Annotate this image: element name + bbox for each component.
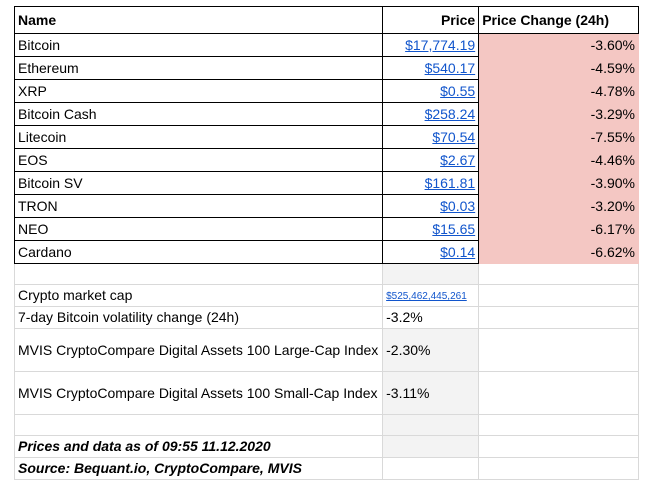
empty-row [13, 414, 639, 436]
empty-cell[interactable] [478, 414, 639, 436]
table-row: Cardano $0.14 -6.62% [13, 240, 639, 264]
coin-change-cell[interactable]: -3.90% [478, 171, 639, 195]
coin-change-cell[interactable]: -6.62% [478, 240, 639, 264]
coin-price-link[interactable]: $258.24 [424, 105, 476, 122]
empty-cell[interactable] [13, 414, 384, 436]
empty-cell[interactable] [478, 457, 639, 480]
coin-price-cell[interactable]: $2.67 [382, 148, 480, 172]
coin-price-link[interactable]: $540.17 [424, 59, 476, 76]
coin-price-link[interactable]: $2.67 [440, 151, 476, 168]
coin-name-cell[interactable]: NEO [13, 217, 384, 241]
volatility-label[interactable]: 7-day Bitcoin volatility change (24h) [13, 306, 384, 329]
table-row: EOS $2.67 -4.46% [13, 148, 639, 172]
small-cap-label[interactable]: MVIS CryptoCompare Digital Assets 100 Sm… [13, 371, 384, 415]
coin-name-cell[interactable]: TRON [13, 194, 384, 218]
header-row: Name Price Price Change (24h) [13, 6, 639, 34]
market-cap-label[interactable]: Crypto market cap [13, 284, 384, 307]
coin-change-cell[interactable]: -3.60% [478, 33, 639, 57]
empty-cell[interactable] [478, 306, 639, 329]
empty-cell[interactable] [478, 371, 639, 415]
coin-price-link[interactable]: $0.14 [440, 243, 476, 260]
coin-name-cell[interactable]: XRP [13, 79, 384, 103]
empty-cell[interactable] [13, 263, 384, 285]
volatility-value[interactable]: -3.2% [382, 306, 480, 329]
coin-price-link[interactable]: $161.81 [424, 174, 476, 191]
coin-change-cell[interactable]: -4.46% [478, 148, 639, 172]
coin-change-cell[interactable]: -4.59% [478, 56, 639, 80]
source-row: Source: Bequant.io, CryptoCompare, MVIS [13, 457, 639, 480]
coin-name-cell[interactable]: EOS [13, 148, 384, 172]
coin-name-cell[interactable]: Ethereum [13, 56, 384, 80]
coin-price-cell[interactable]: $161.81 [382, 171, 480, 195]
empty-cell[interactable] [382, 457, 480, 480]
header-name[interactable]: Name [13, 6, 384, 34]
coin-price-cell[interactable]: $540.17 [382, 56, 480, 80]
coin-name-cell[interactable]: Litecoin [13, 125, 384, 149]
small-cap-row: MVIS CryptoCompare Digital Assets 100 Sm… [13, 371, 639, 415]
volatility-row: 7-day Bitcoin volatility change (24h) -3… [13, 306, 639, 329]
empty-cell[interactable] [478, 263, 639, 285]
empty-cell[interactable] [478, 284, 639, 307]
coin-price-cell[interactable]: $0.14 [382, 240, 480, 264]
coin-change-cell[interactable]: -4.78% [478, 79, 639, 103]
header-price[interactable]: Price [382, 6, 480, 34]
small-cap-value[interactable]: -3.11% [382, 371, 480, 415]
market-cap-row: Crypto market cap $525,462,445,261 [13, 284, 639, 307]
coin-price-cell[interactable]: $258.24 [382, 102, 480, 126]
coin-price-cell[interactable]: $0.03 [382, 194, 480, 218]
table-row: NEO $15.65 -6.17% [13, 217, 639, 241]
coin-change-cell[interactable]: -3.29% [478, 102, 639, 126]
coin-price-cell[interactable]: $70.54 [382, 125, 480, 149]
coin-price-link[interactable]: $0.03 [440, 197, 476, 214]
coin-price-cell[interactable]: $0.55 [382, 79, 480, 103]
coin-name-cell[interactable]: Bitcoin SV [13, 171, 384, 195]
coin-price-cell[interactable]: $17,774.19 [382, 33, 480, 57]
table-row: Ethereum $540.17 -4.59% [13, 56, 639, 80]
empty-cell[interactable] [382, 435, 480, 458]
empty-cell[interactable] [478, 435, 639, 458]
source-note[interactable]: Source: Bequant.io, CryptoCompare, MVIS [13, 457, 384, 480]
coin-change-cell[interactable]: -3.20% [478, 194, 639, 218]
table-row: TRON $0.03 -3.20% [13, 194, 639, 218]
coin-name-cell[interactable]: Cardano [13, 240, 384, 264]
table-row: Litecoin $70.54 -7.55% [13, 125, 639, 149]
header-change[interactable]: Price Change (24h) [478, 6, 639, 34]
large-cap-row: MVIS CryptoCompare Digital Assets 100 La… [13, 328, 639, 372]
coin-change-cell[interactable]: -7.55% [478, 125, 639, 149]
large-cap-value[interactable]: -2.30% [382, 328, 480, 372]
empty-cell[interactable] [478, 328, 639, 372]
empty-row [13, 263, 639, 285]
as-of-note[interactable]: Prices and data as of 09:55 11.12.2020 [13, 435, 384, 458]
coin-price-link[interactable]: $0.55 [440, 82, 476, 99]
coin-change-cell[interactable]: -6.17% [478, 217, 639, 241]
empty-cell[interactable] [382, 263, 480, 285]
table-row: Bitcoin $17,774.19 -3.60% [13, 33, 639, 57]
coin-name-cell[interactable]: Bitcoin Cash [13, 102, 384, 126]
market-cap-link[interactable]: $525,462,445,261 [386, 291, 467, 302]
coin-name-cell[interactable]: Bitcoin [13, 33, 384, 57]
empty-cell[interactable] [382, 414, 480, 436]
coin-price-link[interactable]: $17,774.19 [405, 36, 476, 53]
market-cap-cell[interactable]: $525,462,445,261 [382, 284, 480, 307]
coin-price-cell[interactable]: $15.65 [382, 217, 480, 241]
table-row: Bitcoin Cash $258.24 -3.29% [13, 102, 639, 126]
table-row: XRP $0.55 -4.78% [13, 79, 639, 103]
coin-price-link[interactable]: $15.65 [432, 220, 476, 237]
coin-price-link[interactable]: $70.54 [432, 128, 476, 145]
crypto-price-table: Name Price Price Change (24h) Bitcoin $1… [13, 6, 639, 480]
as-of-row: Prices and data as of 09:55 11.12.2020 [13, 435, 639, 458]
large-cap-label[interactable]: MVIS CryptoCompare Digital Assets 100 La… [13, 328, 384, 372]
table-row: Bitcoin SV $161.81 -3.90% [13, 171, 639, 195]
